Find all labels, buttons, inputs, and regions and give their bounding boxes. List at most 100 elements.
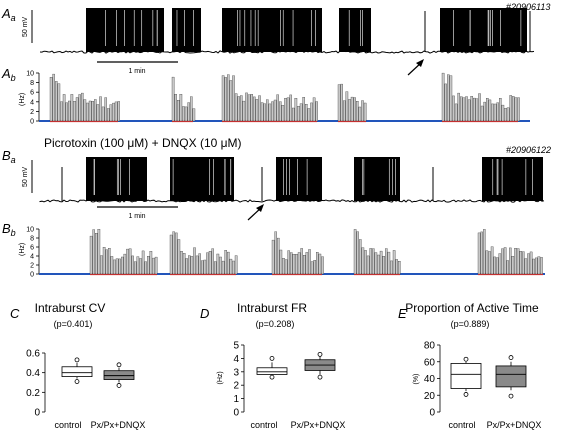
chart-title: Proportion of Active Time: [405, 301, 539, 315]
histogram-bar: [114, 101, 118, 122]
histogram-bar: [211, 248, 214, 275]
histogram-bar: [174, 94, 177, 122]
histogram-bar: [337, 84, 341, 122]
recording-id-Ba: #20906122: [506, 145, 551, 155]
histogram-bar: [294, 98, 298, 122]
histogram-bar: [152, 257, 155, 275]
histogram-bar: [302, 97, 305, 122]
histogram-bar: [126, 248, 129, 275]
histogram-bar: [190, 96, 193, 122]
histogram-bar: [68, 100, 71, 122]
histogram-bar: [193, 247, 196, 275]
histogram-bar: [242, 100, 246, 122]
histogram-bar: [483, 101, 486, 122]
y-tick-label: 4: [30, 99, 34, 106]
category-label: Px/Px+DNQX: [291, 420, 346, 430]
histogram-bar: [75, 97, 79, 122]
histogram-bar: [110, 256, 114, 275]
histogram-bar: [532, 258, 535, 275]
histogram-bar: [206, 252, 209, 275]
histogram-bar: [509, 95, 512, 122]
histogram-bar: [480, 231, 483, 275]
histogram-bar: [60, 101, 63, 122]
histogram-bar: [271, 101, 274, 122]
histogram-bar: [94, 99, 97, 122]
membrane-potential-trace-Ba: [39, 157, 545, 203]
outlier-point: [317, 374, 323, 380]
histogram-bar: [73, 101, 76, 122]
histogram-bar: [101, 106, 105, 122]
histogram-bar: [300, 248, 303, 275]
histogram-bar: [86, 102, 89, 122]
histogram-bar: [485, 250, 489, 275]
outlier-point: [463, 356, 469, 362]
histogram-bar: [289, 94, 292, 122]
histogram-bar: [182, 106, 185, 122]
histogram-bar: [78, 94, 81, 122]
histogram-bar: [511, 256, 515, 275]
histogram-bar: [271, 239, 275, 275]
y-tick-label: 4: [233, 354, 239, 365]
histogram-bar: [284, 259, 288, 275]
histogram-bar: [361, 247, 365, 275]
histogram-bar: [483, 229, 486, 275]
histogram-bar: [488, 251, 491, 275]
histogram-bar: [274, 231, 277, 275]
histogram-bar: [457, 92, 460, 122]
histogram-bar: [113, 259, 116, 275]
histogram-bar: [441, 72, 445, 122]
y-tick-label: 0: [233, 408, 239, 419]
y-tick-label: 0: [429, 408, 435, 419]
histogram-bar: [350, 96, 354, 122]
histogram-bar: [310, 102, 313, 122]
histogram-bar: [310, 261, 314, 275]
histogram-bar: [514, 97, 518, 122]
outlier-point: [317, 351, 323, 357]
panel-Ba: Ba Picrotoxin (100 μM) + DNQX (10 μM) #2…: [2, 136, 551, 221]
histogram-bar: [516, 248, 520, 275]
histogram-bar: [65, 102, 68, 122]
histogram-bar: [377, 254, 380, 275]
category-label: Px/Px+DNQX: [487, 420, 542, 430]
histogram-bar: [279, 249, 283, 275]
outlier-point: [463, 392, 469, 397]
histogram-bar: [529, 251, 533, 275]
arrow-marker-Ba: [247, 204, 264, 221]
histogram-bar: [52, 73, 55, 122]
histogram-bar: [234, 255, 238, 275]
panel-label-Bb: Bb: [2, 221, 16, 238]
histogram-bar: [81, 92, 84, 122]
y-axis-label-Ab: (Hz): [19, 93, 26, 106]
histogram-bar: [214, 261, 217, 275]
histogram-bar: [374, 252, 378, 275]
histogram-bar: [263, 103, 266, 122]
histogram-bar: [522, 251, 525, 275]
histogram-bar: [292, 254, 296, 275]
y-tick-label: 60: [424, 357, 436, 368]
histogram-bar: [187, 102, 190, 122]
histogram-bar: [501, 248, 504, 275]
histogram-bar: [297, 252, 301, 275]
histogram-bar: [184, 106, 188, 122]
histogram-bar: [70, 94, 74, 122]
histogram-bar: [356, 231, 359, 275]
histogram-bar: [188, 255, 191, 275]
histogram-bar: [266, 99, 269, 122]
y-tick-label: 2: [30, 263, 34, 270]
histogram-bar: [89, 235, 93, 275]
histogram-bar: [297, 106, 300, 122]
histogram-bar: [123, 253, 127, 275]
histogram-bar: [480, 105, 484, 122]
histogram-bar: [498, 253, 502, 275]
histogram-bar: [356, 101, 359, 122]
y-tick-label: 6: [30, 245, 34, 252]
histogram-bar: [345, 91, 349, 122]
histogram-bar: [115, 258, 119, 275]
histogram-bar: [96, 104, 100, 122]
histogram-bar: [348, 99, 351, 122]
histogram-bar: [496, 102, 499, 122]
panel-label-Aa: Aa: [1, 6, 16, 23]
histogram-bar: [177, 100, 180, 122]
histogram-bar: [452, 95, 455, 122]
histogram-bar: [221, 260, 225, 275]
